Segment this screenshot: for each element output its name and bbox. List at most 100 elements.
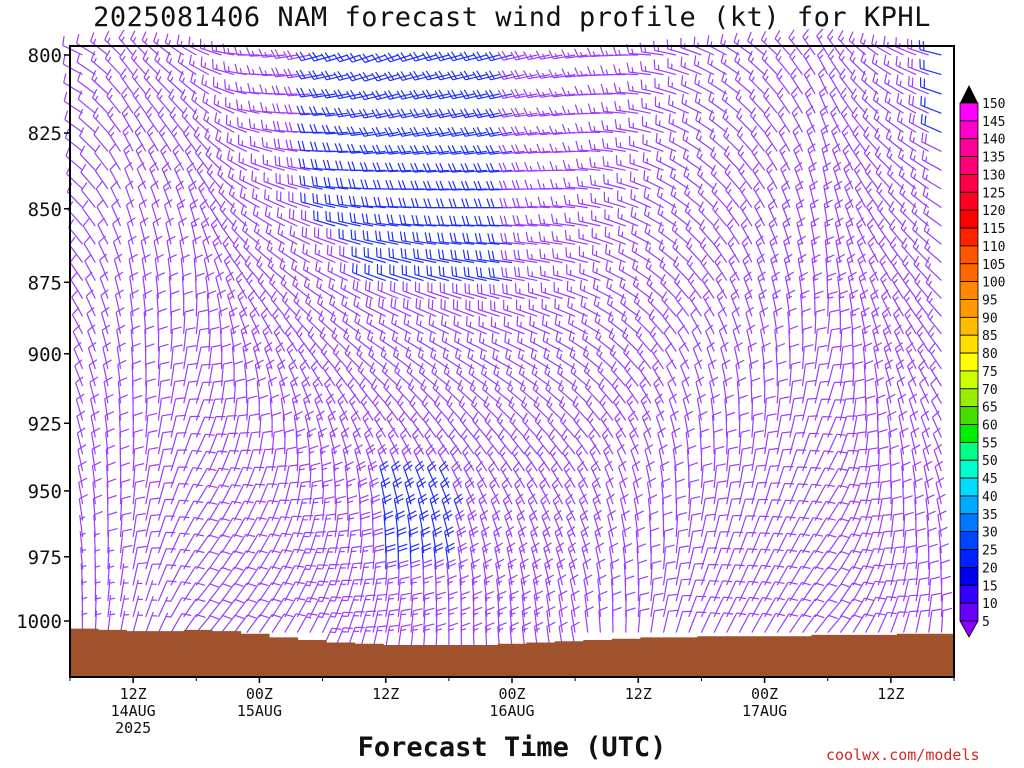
wind-barb xyxy=(802,582,825,602)
wind-barb xyxy=(391,313,412,335)
wind-barb xyxy=(448,428,462,455)
wind-barb xyxy=(193,126,210,152)
wind-barb xyxy=(883,341,893,370)
wind-barb xyxy=(145,395,157,421)
wind-barb xyxy=(634,309,652,335)
wind-barb xyxy=(662,527,674,554)
wind-barb xyxy=(126,217,136,245)
wind-barb xyxy=(854,180,867,208)
wind-barb xyxy=(145,480,160,505)
wind-barb xyxy=(852,499,871,521)
colorbar-swatch xyxy=(959,531,979,550)
wind-barb xyxy=(677,324,690,352)
wind-barb xyxy=(802,614,825,633)
wind-barb xyxy=(485,126,513,137)
wind-barb xyxy=(283,68,310,79)
wind-barb xyxy=(150,180,159,208)
wind-barb xyxy=(334,125,361,136)
wind-barb xyxy=(442,509,453,538)
wind-barb xyxy=(360,196,386,209)
colorbar-swatch xyxy=(959,567,979,586)
wind-barb xyxy=(79,515,86,537)
wind-barb xyxy=(497,89,525,99)
wind-barb xyxy=(835,253,846,281)
wind-barb xyxy=(409,126,437,137)
wind-barb xyxy=(119,563,129,586)
wind-barb xyxy=(284,464,299,488)
wind-barb xyxy=(603,174,626,190)
wind-barb xyxy=(842,143,854,171)
wind-barb xyxy=(143,68,159,95)
wind-barb xyxy=(816,47,829,75)
wind-barb xyxy=(510,88,538,99)
wind-barb xyxy=(839,432,857,455)
wind-barb xyxy=(722,108,740,133)
wind-barb xyxy=(798,271,809,299)
wind-barb xyxy=(340,427,350,455)
wind-barb xyxy=(751,412,763,438)
wind-barb xyxy=(587,411,601,438)
wind-barb xyxy=(698,201,715,227)
wind-barb xyxy=(527,282,551,300)
wind-barb xyxy=(890,254,904,281)
colorbar: 1501451401351301251201151101051009590858… xyxy=(959,85,1005,638)
wind-barb xyxy=(706,341,715,370)
wind-barb xyxy=(350,410,362,438)
wind-barb xyxy=(716,289,728,317)
wind-barb xyxy=(165,51,185,76)
wind-barb xyxy=(688,290,702,317)
wind-barb xyxy=(726,429,737,455)
wind-barb xyxy=(776,597,799,618)
wind-barb xyxy=(713,236,728,263)
wind-barb xyxy=(309,497,324,521)
wind-barb xyxy=(246,395,258,421)
wind-barb xyxy=(789,48,803,75)
wind-barb xyxy=(776,482,795,505)
wind-barb xyxy=(531,364,551,387)
wind-barb xyxy=(460,622,471,649)
wind-barb xyxy=(446,558,457,586)
wind-barb xyxy=(834,199,844,227)
wind-barb xyxy=(438,265,462,282)
wind-barb xyxy=(789,598,812,618)
wind-barb xyxy=(258,549,281,570)
wind-barb xyxy=(432,526,443,554)
wind-barb xyxy=(495,558,505,586)
wind-barb xyxy=(803,67,816,95)
wind-barb xyxy=(852,581,874,602)
wind-barb xyxy=(75,393,85,421)
wind-barb xyxy=(153,235,163,263)
wind-barb xyxy=(296,480,311,505)
wind-barb xyxy=(381,494,392,521)
wind-barb xyxy=(128,253,138,281)
wind-barb xyxy=(940,607,953,633)
wind-barb xyxy=(684,410,694,438)
wind-barb xyxy=(145,106,159,133)
wind-barb xyxy=(776,613,799,633)
wind-barb xyxy=(192,235,202,263)
wind-barb xyxy=(132,545,147,570)
wind-barb xyxy=(891,272,905,299)
wind-barb xyxy=(782,217,791,245)
wind-barb xyxy=(841,124,854,152)
wind-barb xyxy=(215,271,225,299)
wind-barb xyxy=(776,68,791,95)
wind-barb xyxy=(764,377,775,404)
wind-barb xyxy=(722,376,733,404)
wind-barb xyxy=(456,526,467,554)
wind-barb xyxy=(319,444,330,472)
wind-barb xyxy=(146,124,159,152)
wind-barb xyxy=(904,307,917,335)
wind-barb xyxy=(692,341,702,370)
wind-barb xyxy=(322,360,336,387)
wind-barb xyxy=(152,217,162,245)
wind-barb xyxy=(284,325,298,352)
wind-barb xyxy=(721,359,731,387)
wind-barb xyxy=(680,56,702,76)
wind-barb xyxy=(612,606,622,633)
wind-barb xyxy=(898,410,908,438)
wind-barb xyxy=(909,149,930,171)
wind-barb xyxy=(578,493,589,521)
credit-link[interactable]: coolwx.com/models xyxy=(826,746,980,764)
wind-barb xyxy=(201,74,222,95)
